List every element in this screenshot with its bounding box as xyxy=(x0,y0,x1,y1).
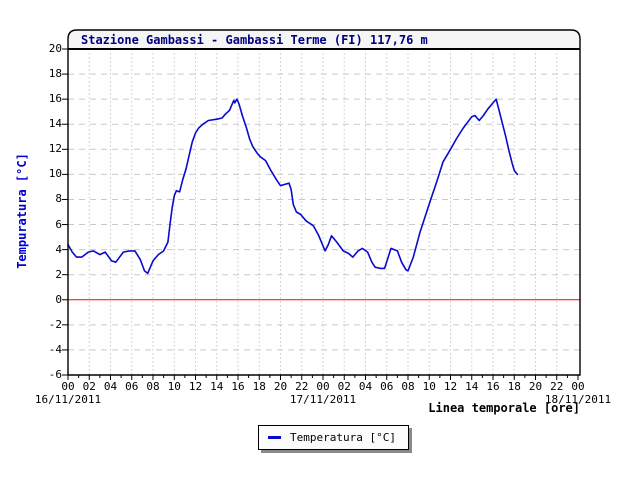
x-tick-label: 02 xyxy=(82,380,96,393)
x-tick-label: 12 xyxy=(188,380,203,393)
x-tick-label: 08 xyxy=(146,380,160,393)
x-tick-label: 16 xyxy=(486,380,500,393)
chart-title: Stazione Gambassi - Gambassi Terme (FI) … xyxy=(81,33,428,47)
date-label: 17/11/2011 xyxy=(289,393,357,406)
x-tick-label: 00 xyxy=(61,380,75,393)
legend-line-sample xyxy=(268,436,281,439)
x-tick-label: 14 xyxy=(465,380,479,393)
x-tick-label: 04 xyxy=(358,380,373,393)
x-tick-label: 06 xyxy=(380,380,394,393)
x-tick-label: 20 xyxy=(273,380,288,393)
x-tick-label: 04 xyxy=(103,380,118,393)
y-tick-label: 12 xyxy=(48,142,62,156)
x-tick-label: 12 xyxy=(443,380,458,393)
legend-box: Temperatura [°C] xyxy=(258,425,409,450)
x-tick-label: 16 xyxy=(231,380,245,393)
y-tick-label: 6 xyxy=(55,217,62,231)
x-tick-label: 18 xyxy=(507,380,521,393)
y-tick-label: 18 xyxy=(48,67,62,81)
date-label: 18/11/2011 xyxy=(544,393,612,406)
y-tick-label: 14 xyxy=(48,117,62,131)
y-tick-label: 8 xyxy=(55,192,62,206)
x-tick-label: 18 xyxy=(252,380,266,393)
y-tick-label: 16 xyxy=(48,92,62,106)
y-tick-label: 2 xyxy=(55,267,62,281)
y-tick-label: -2 xyxy=(48,317,62,331)
y-tick-label: 0 xyxy=(55,292,62,306)
date-label: 16/11/2011 xyxy=(34,393,102,406)
y-tick-label: -4 xyxy=(48,342,62,356)
x-tick-label: 00 xyxy=(316,380,330,393)
legend-label: Temperatura [°C] xyxy=(290,431,396,444)
x-tick-label: 20 xyxy=(528,380,543,393)
x-tick-label: 22 xyxy=(295,380,309,393)
x-tick-label: 10 xyxy=(422,380,436,393)
x-tick-label: 08 xyxy=(401,380,415,393)
x-axis-title: Linea temporale [ore] xyxy=(428,401,580,415)
x-tick-label: 02 xyxy=(337,380,351,393)
y-tick-label: 10 xyxy=(48,167,62,181)
x-tick-label: 10 xyxy=(167,380,181,393)
x-tick-label: 14 xyxy=(210,380,224,393)
y-tick-label: 20 xyxy=(48,42,62,55)
y-tick-label: 4 xyxy=(55,242,62,256)
y-tick-label: -6 xyxy=(48,368,62,381)
x-tick-label: 06 xyxy=(125,380,139,393)
x-tick-label: 22 xyxy=(550,380,564,393)
x-tick-label: 00 xyxy=(571,380,585,393)
temperature-series-line xyxy=(67,98,519,275)
